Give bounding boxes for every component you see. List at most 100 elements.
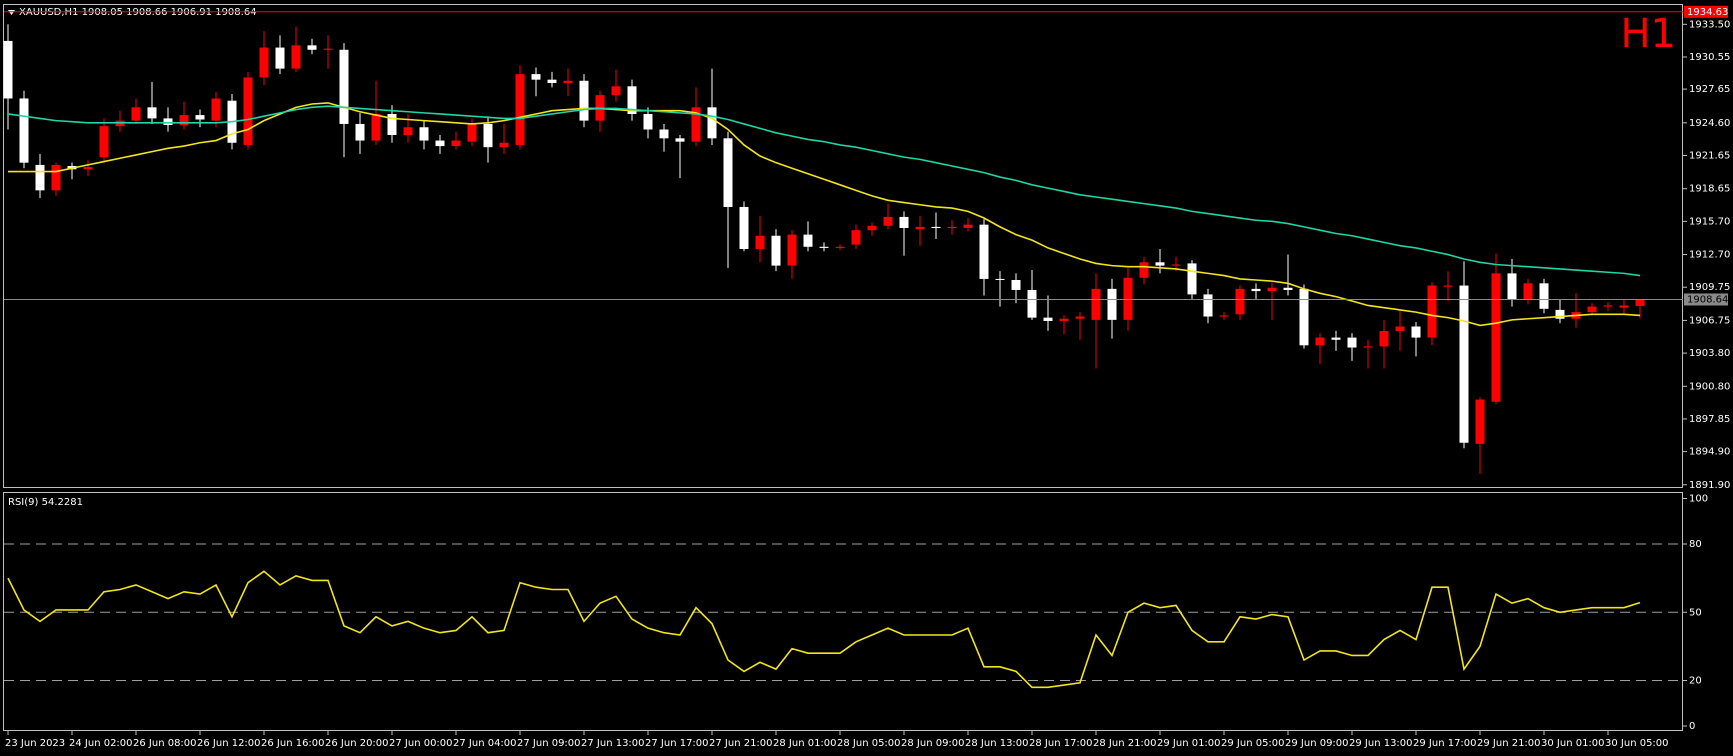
candle-body <box>1603 305 1613 307</box>
candle-body <box>1187 263 1197 295</box>
price-label: 1934.63 <box>1687 7 1728 18</box>
candle-body <box>915 226 925 230</box>
candle-body <box>371 113 381 141</box>
moving-average-line <box>7 105 1641 277</box>
x-tick-label: 26 Jun 08:00 <box>133 738 197 749</box>
candle-body <box>1107 288 1117 320</box>
candle-body <box>1027 289 1037 318</box>
candle-body <box>851 230 861 245</box>
candle-body <box>243 77 253 145</box>
candle-body <box>3 40 13 99</box>
x-tick-label: 26 Jun 12:00 <box>197 738 261 749</box>
candle-body <box>515 74 525 145</box>
candle-body <box>1235 288 1245 315</box>
y-tick-label: 1897.85 <box>1689 414 1730 425</box>
candle-body <box>1427 285 1437 338</box>
candle-body <box>931 226 941 228</box>
candle-body <box>995 278 1005 281</box>
price-label-box <box>1684 5 1728 18</box>
candle-body <box>307 45 317 50</box>
x-tick-label: 27 Jun 04:00 <box>453 738 517 749</box>
y-tick-label: 1894.90 <box>1689 447 1730 458</box>
candle-body <box>1587 306 1597 313</box>
y-tick-label: 20 <box>1689 676 1702 687</box>
candle-body <box>755 235 765 250</box>
rsi-line <box>7 570 1641 689</box>
y-tick-label: 1927.65 <box>1689 84 1730 95</box>
y-tick-label: 50 <box>1689 607 1702 618</box>
y-tick-label: 1912.70 <box>1689 250 1730 261</box>
main-panel-frame <box>3 4 1683 488</box>
candle-body <box>1363 346 1373 348</box>
candle-body <box>211 98 221 121</box>
candle-body <box>19 98 29 163</box>
candle-body <box>579 80 589 121</box>
x-tick-label: 27 Jun 09:00 <box>517 738 581 749</box>
y-tick-label: 80 <box>1689 539 1702 550</box>
candle-body <box>1475 399 1485 444</box>
x-tick-label: 27 Jun 00:00 <box>389 738 453 749</box>
candle-body <box>691 107 701 142</box>
candle-body <box>1411 326 1421 338</box>
candle-body <box>403 127 413 136</box>
candle-body <box>1059 318 1069 321</box>
candle-body <box>1091 288 1101 320</box>
y-tick-label: 1933.50 <box>1689 19 1730 30</box>
candle-body <box>1619 305 1629 308</box>
x-tick-label: 29 Jun 17:00 <box>1413 738 1477 749</box>
candle-body <box>1491 273 1501 402</box>
chart-title: XAUUSD,H1 1908.05 1908.66 1906.91 1908.6… <box>19 7 257 18</box>
candle-body <box>163 118 173 126</box>
candle-body <box>387 113 397 136</box>
candle-body <box>675 138 685 142</box>
menu-arrow <box>8 10 15 15</box>
y-tick-label: 1909.75 <box>1689 282 1730 293</box>
x-tick-label: 29 Jun 21:00 <box>1477 738 1541 749</box>
moving-average-line <box>8 102 1641 327</box>
x-tick-label: 29 Jun 05:00 <box>1221 738 1285 749</box>
rsi-title: RSI(9) 54.2281 <box>8 497 83 508</box>
candle-body <box>899 216 909 228</box>
candle-body <box>1155 262 1165 266</box>
x-tick-label: 26 Jun 20:00 <box>325 738 389 749</box>
candle-body <box>83 167 93 170</box>
candle-body <box>1251 288 1261 292</box>
candle-body <box>803 234 813 247</box>
candle-body <box>451 140 461 147</box>
candle-body <box>819 246 829 248</box>
candle-body <box>1171 264 1181 266</box>
candle-body <box>259 47 269 78</box>
candle-body <box>435 140 445 147</box>
candle-body <box>1523 283 1533 300</box>
x-tick-label: 28 Jun 09:00 <box>901 738 965 749</box>
candle-body <box>739 206 749 250</box>
candle-body <box>1139 262 1149 278</box>
candle-body <box>643 113 653 130</box>
y-tick-label: 1891.90 <box>1689 480 1730 491</box>
candle-body <box>147 107 157 119</box>
candle-body <box>627 86 637 114</box>
candle-body <box>483 123 493 148</box>
candle-body <box>963 224 973 228</box>
candle-body <box>1395 326 1405 331</box>
candle-body <box>1315 337 1325 346</box>
x-tick-label: 27 Jun 13:00 <box>581 738 645 749</box>
candle-body <box>1219 315 1229 317</box>
candle-body <box>947 226 957 228</box>
x-tick-label: 28 Jun 05:00 <box>837 738 901 749</box>
candle-body <box>1331 337 1341 340</box>
candle-body <box>291 45 301 69</box>
price-label-box <box>1684 293 1728 306</box>
candle-body <box>1011 280 1021 290</box>
y-tick-label: 100 <box>1689 494 1708 505</box>
candle-body <box>1379 330 1389 347</box>
candle-body <box>835 246 845 248</box>
y-tick-label: 1921.65 <box>1689 150 1730 161</box>
candle-body <box>659 129 669 139</box>
candle-body <box>1043 317 1053 321</box>
y-tick-label: 1918.65 <box>1689 184 1730 195</box>
x-tick-label: 28 Jun 21:00 <box>1093 738 1157 749</box>
candle-body <box>1299 288 1309 346</box>
candle-body <box>99 126 109 158</box>
